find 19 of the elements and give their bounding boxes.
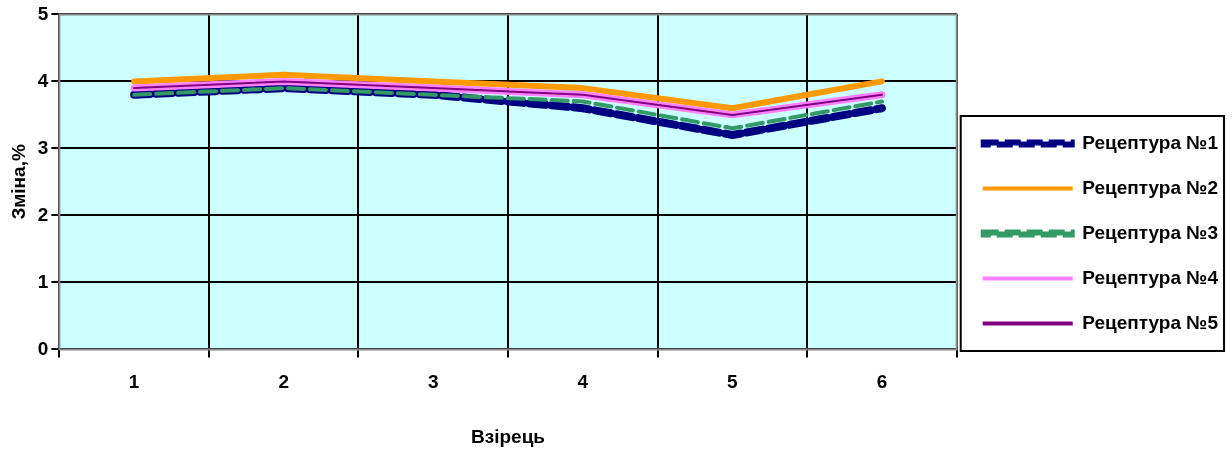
- x-tick-label: 2: [278, 371, 289, 393]
- legend-label: Рецептура №2: [1082, 176, 1219, 198]
- y-tick-label: 0: [37, 337, 49, 359]
- legend-label: Рецептура №5: [1082, 311, 1219, 333]
- legend-label: Рецептура №3: [1082, 221, 1219, 243]
- y-tick-label: 3: [37, 136, 49, 158]
- x-tick-label: 4: [577, 371, 589, 393]
- x-tick-label: 5: [727, 371, 739, 393]
- x-tick-label: 3: [427, 371, 439, 393]
- legend-label: Рецептура №1: [1082, 131, 1219, 153]
- y-tick-label: 2: [37, 203, 49, 225]
- x-tick-label: 1: [128, 371, 140, 393]
- x-axis-title: Взірець: [471, 425, 546, 447]
- y-tick-label: 5: [37, 2, 49, 24]
- y-axis-title: Зміна,%: [7, 144, 29, 220]
- x-tick-label: 6: [876, 371, 888, 393]
- legend-label: Рецептура №4: [1082, 266, 1219, 288]
- y-tick-label: 4: [37, 69, 49, 91]
- y-tick-label: 1: [37, 270, 49, 292]
